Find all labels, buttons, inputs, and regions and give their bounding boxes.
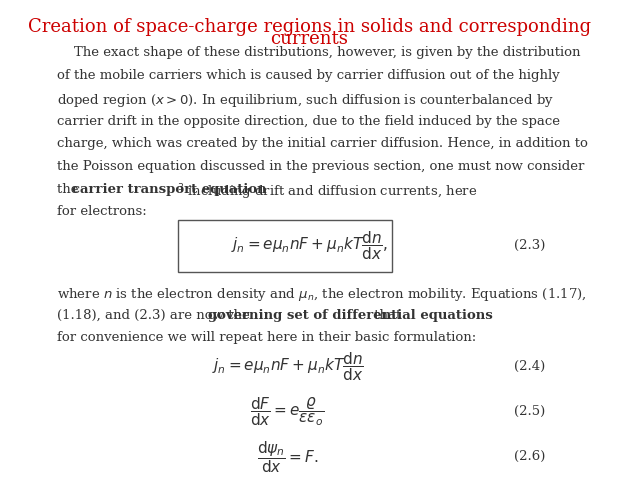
Text: (2.4): (2.4) [514, 360, 545, 373]
Text: carrier drift in the opposite direction, due to the field induced by the space: carrier drift in the opposite direction,… [57, 115, 560, 128]
Text: (2.5): (2.5) [514, 405, 545, 418]
Text: $^3$ including drift and diffusion currents, here: $^3$ including drift and diffusion curre… [177, 183, 477, 202]
Text: $\dfrac{\mathrm{d}F}{\mathrm{d}x} = e\dfrac{\varrho}{\epsilon\epsilon_o}$: $\dfrac{\mathrm{d}F}{\mathrm{d}x} = e\df… [250, 396, 324, 428]
Text: $j_n = e\mu_n nF + \mu_n kT\dfrac{\mathrm{d}n}{\mathrm{d}x},$: $j_n = e\mu_n nF + \mu_n kT\dfrac{\mathr… [231, 229, 388, 262]
Text: $\dfrac{\mathrm{d}\psi_n}{\mathrm{d}x} = F.$: $\dfrac{\mathrm{d}\psi_n}{\mathrm{d}x} =… [257, 439, 318, 475]
Text: The exact shape of these distributions, however, is given by the distribution: The exact shape of these distributions, … [57, 47, 580, 60]
Text: (2.6): (2.6) [514, 450, 545, 463]
Text: currents: currents [271, 30, 348, 48]
Text: of the mobile carriers which is caused by carrier diffusion out of the highly: of the mobile carriers which is caused b… [57, 69, 559, 82]
Text: governing set of differential equations: governing set of differential equations [209, 309, 493, 322]
Text: where $n$ is the electron density and $\mu_n$, the electron mobility. Equations : where $n$ is the electron density and $\… [57, 286, 587, 303]
Text: charge, which was created by the initial carrier diffusion. Hence, in addition t: charge, which was created by the initial… [57, 137, 588, 150]
Text: for electrons:: for electrons: [57, 205, 147, 218]
Text: $j_n = e\mu_n nF + \mu_n kT\dfrac{\mathrm{d}n}{\mathrm{d}x}$: $j_n = e\mu_n nF + \mu_n kT\dfrac{\mathr… [212, 350, 364, 383]
Text: doped region ($x > 0$). In equilibrium, such diffusion is counterbalanced by: doped region ($x > 0$). In equilibrium, … [57, 92, 554, 109]
Text: (2.3): (2.3) [514, 239, 545, 252]
Text: the Poisson equation discussed in the previous section, one must now consider: the Poisson equation discussed in the pr… [57, 160, 584, 173]
Text: Creation of space-charge regions in solids and corresponding: Creation of space-charge regions in soli… [28, 18, 591, 36]
Text: carrier transport equation: carrier transport equation [72, 183, 266, 196]
Text: that: that [371, 309, 402, 322]
Text: for convenience we will repeat here in their basic formulation:: for convenience we will repeat here in t… [57, 331, 476, 344]
Text: the: the [57, 183, 83, 196]
Text: (1.18), and (2.3) are now the: (1.18), and (2.3) are now the [57, 309, 254, 322]
